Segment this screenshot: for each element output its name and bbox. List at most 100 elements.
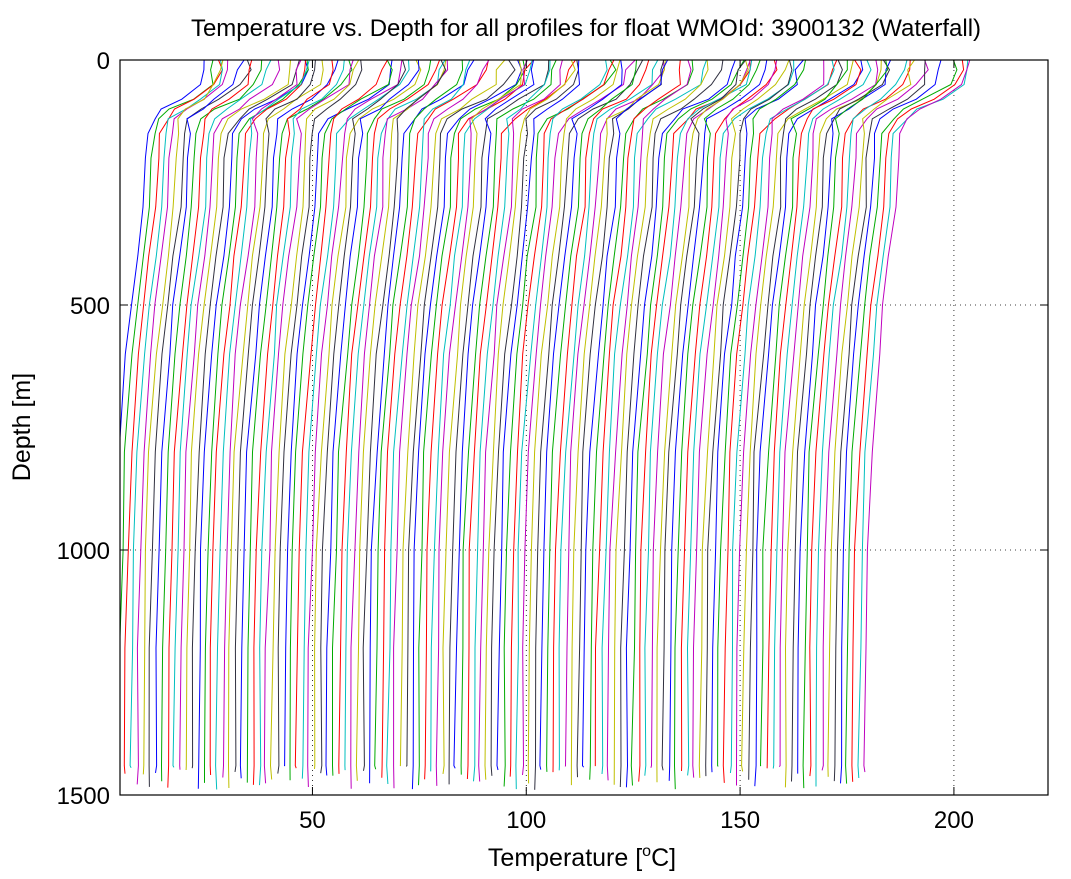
- profile-line: [673, 60, 761, 790]
- profile-line: [802, 60, 889, 789]
- profile-line: [435, 60, 528, 786]
- profile-line: [851, 60, 965, 782]
- profile-line: [301, 60, 410, 779]
- x-tick-label: 200: [934, 807, 974, 834]
- profile-line: [411, 60, 523, 790]
- profile-line: [314, 60, 422, 769]
- profile-line: [167, 60, 253, 788]
- profile-line: [766, 60, 862, 769]
- x-tick-label: 50: [299, 807, 326, 834]
- x-tick-label: 100: [506, 807, 546, 834]
- profile-line: [215, 60, 310, 790]
- profile-line: [325, 60, 420, 776]
- profile-line: [478, 60, 563, 782]
- profile-line: [350, 60, 449, 789]
- profile-line: [698, 60, 790, 778]
- profile-line: [741, 60, 854, 772]
- profile-line: [136, 60, 229, 785]
- profile-line: [269, 60, 360, 780]
- profile-line: [484, 60, 576, 780]
- y-axis-label: Depth [m]: [8, 373, 36, 481]
- profile-line: [705, 60, 793, 777]
- profile-line: [320, 60, 407, 774]
- profile-line: [129, 60, 223, 769]
- profile-line: [581, 60, 669, 768]
- x-axis-label: Temperature [oC]: [488, 843, 676, 872]
- profile-line: [259, 60, 345, 786]
- profile-line: [277, 60, 363, 774]
- profile-line: [515, 60, 608, 790]
- profile-line: [686, 60, 795, 776]
- profile-line: [717, 60, 806, 767]
- profile-line: [539, 60, 623, 770]
- profile-line: [418, 60, 526, 786]
- y-tick-label: 0: [97, 48, 110, 75]
- profile-line: [393, 60, 490, 789]
- profile-line: [332, 60, 432, 776]
- profile-line: [863, 60, 971, 773]
- profile-line: [222, 60, 302, 778]
- profile-line: [815, 60, 908, 787]
- profile-line: [754, 60, 864, 787]
- profile-line: [179, 60, 281, 770]
- profile-line: [227, 60, 324, 789]
- profile-line: [197, 60, 309, 789]
- profile-line: [160, 60, 263, 782]
- profile-line: [809, 60, 911, 777]
- profile-line: [558, 60, 659, 771]
- chart-title: Temperature vs. Depth for all profiles f…: [191, 15, 981, 42]
- profile-line: [606, 60, 692, 781]
- profile-line: [369, 60, 475, 784]
- x-axis-label-tail: C]: [651, 844, 676, 872]
- profile-line: [204, 60, 309, 783]
- profile-line: [362, 60, 447, 771]
- x-axis-label-superscript: o: [642, 843, 651, 860]
- profile-line: [711, 60, 804, 773]
- profile-line: [473, 60, 551, 782]
- profile-line: [496, 60, 581, 771]
- profile-line: [736, 60, 825, 786]
- profile-line: [509, 60, 615, 777]
- plot-frame: [119, 59, 1049, 796]
- profile-line: [239, 60, 339, 779]
- profile-line: [148, 60, 252, 787]
- profile-line: [284, 60, 393, 767]
- profile-line: [570, 60, 666, 786]
- profile-line: [294, 60, 388, 769]
- profile-line: [185, 60, 291, 771]
- profile-line: [405, 60, 516, 767]
- profile-line: [644, 60, 753, 776]
- profile-line: [748, 60, 843, 780]
- profile-line: [534, 60, 644, 790]
- profile-line: [209, 60, 307, 776]
- profile-line: [374, 60, 464, 770]
- profile-line: [827, 60, 915, 777]
- profile-line: [650, 60, 751, 768]
- profile-line: [344, 60, 446, 771]
- x-tick-label: 150: [720, 807, 760, 834]
- x-axis-label-main: Temperature [: [488, 844, 642, 872]
- x-axis: 50 100 150 200: [299, 60, 974, 834]
- profile-line: [399, 60, 506, 767]
- profile-line: [797, 60, 892, 774]
- profile-line: [289, 60, 393, 781]
- profile-line: [840, 60, 942, 784]
- profile-line: [692, 60, 778, 778]
- y-axis: 0 500 1000 1500: [57, 48, 1048, 810]
- profile-line: [424, 60, 534, 780]
- profile-line: [263, 60, 354, 784]
- profile-line: [490, 60, 580, 776]
- profile-line: [619, 60, 724, 788]
- profile-line: [307, 60, 403, 788]
- profile-line: [680, 60, 778, 772]
- profile-line: [661, 60, 747, 771]
- profile-line: [638, 60, 751, 782]
- profile-line: [172, 60, 272, 768]
- profile-line: [630, 60, 745, 786]
- profile-line: [772, 60, 872, 769]
- profile-line: [601, 60, 707, 775]
- y-tick-label: 500: [70, 293, 110, 320]
- profile-lines: [120, 60, 971, 790]
- profile-line: [656, 60, 749, 783]
